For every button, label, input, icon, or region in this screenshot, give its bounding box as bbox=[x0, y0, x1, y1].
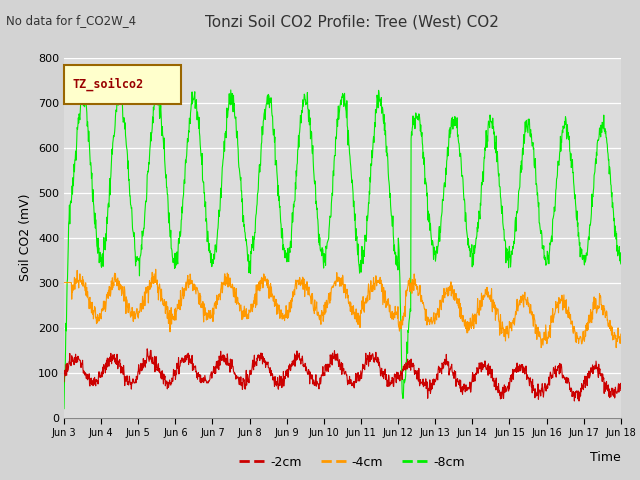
-4cm bbox=[502, 326, 509, 332]
-2cm bbox=[502, 388, 509, 394]
Text: Tonzi Soil CO2 Profile: Tree (West) CO2: Tonzi Soil CO2 Profile: Tree (West) CO2 bbox=[205, 14, 499, 29]
Line: -2cm: -2cm bbox=[64, 349, 621, 401]
FancyBboxPatch shape bbox=[64, 65, 181, 104]
-2cm bbox=[184, 350, 192, 356]
-4cm bbox=[60, 280, 68, 286]
-2cm bbox=[575, 398, 583, 404]
-2cm bbox=[551, 371, 559, 377]
-4cm bbox=[152, 266, 159, 272]
-8cm bbox=[184, 137, 192, 143]
-8cm bbox=[60, 406, 68, 411]
Legend: -2cm, -4cm, -8cm: -2cm, -4cm, -8cm bbox=[234, 451, 470, 474]
-4cm bbox=[171, 307, 179, 312]
-4cm bbox=[184, 281, 192, 287]
-4cm bbox=[617, 331, 625, 337]
-2cm bbox=[60, 379, 68, 384]
Text: TZ_soilco2: TZ_soilco2 bbox=[72, 78, 143, 91]
-8cm bbox=[551, 207, 559, 213]
-2cm bbox=[171, 370, 179, 376]
Y-axis label: Soil CO2 (mV): Soil CO2 (mV) bbox=[19, 194, 33, 281]
-8cm bbox=[246, 271, 254, 276]
Line: -8cm: -8cm bbox=[64, 86, 621, 408]
-4cm bbox=[429, 318, 437, 324]
-2cm bbox=[143, 346, 151, 352]
Line: -4cm: -4cm bbox=[64, 269, 621, 348]
-8cm bbox=[79, 84, 87, 89]
-4cm bbox=[612, 345, 620, 350]
Text: Time: Time bbox=[590, 451, 621, 464]
-2cm bbox=[246, 370, 254, 376]
-4cm bbox=[246, 309, 254, 315]
-8cm bbox=[617, 261, 625, 267]
-8cm bbox=[502, 260, 509, 265]
-8cm bbox=[429, 242, 437, 248]
Text: No data for f_CO2W_4: No data for f_CO2W_4 bbox=[6, 14, 136, 27]
-2cm bbox=[429, 382, 437, 387]
-4cm bbox=[551, 310, 559, 316]
-8cm bbox=[171, 265, 179, 271]
-2cm bbox=[617, 387, 625, 393]
